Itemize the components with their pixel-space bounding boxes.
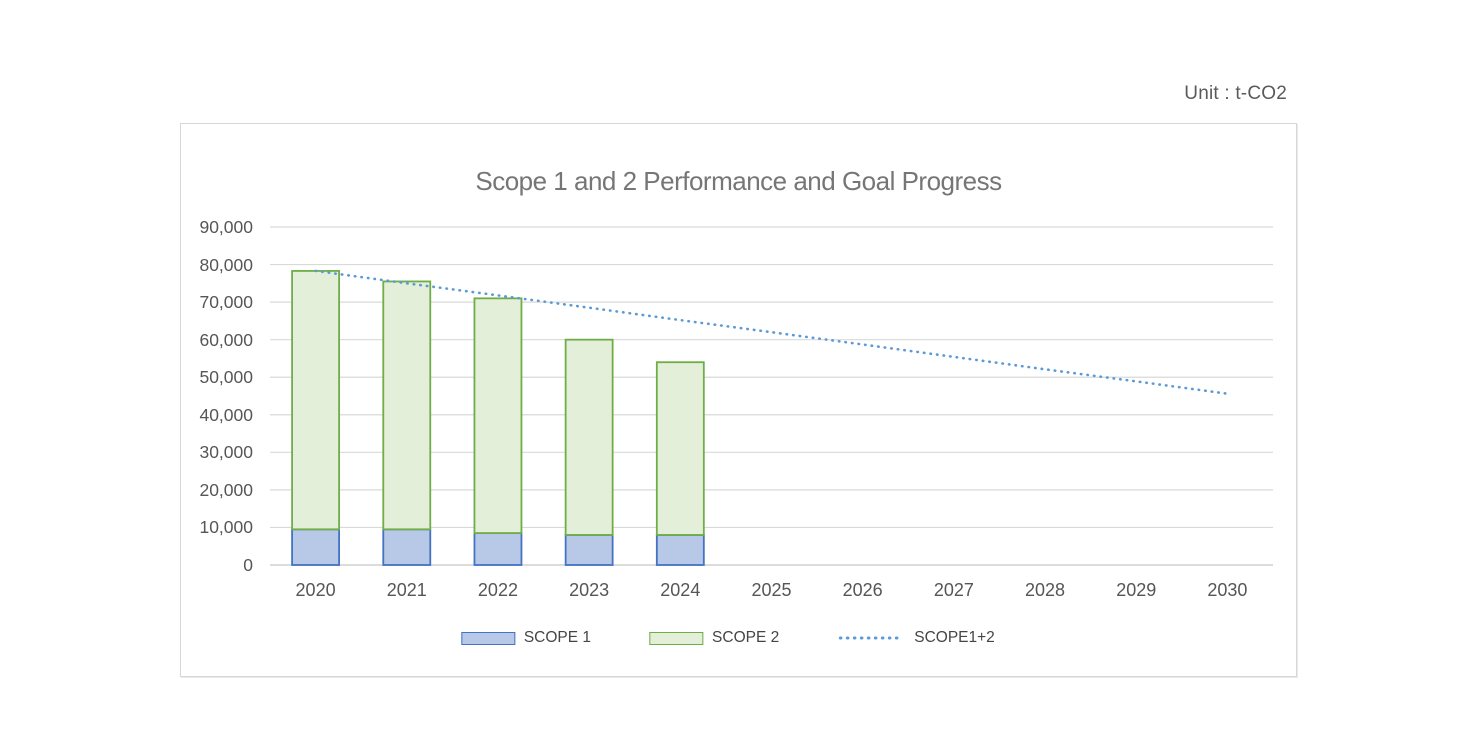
bar-scope1-2024[interactable] <box>655 534 705 566</box>
y-tick-label: 20,000 <box>199 479 253 500</box>
bar-scope2-2023[interactable] <box>564 338 614 536</box>
x-tick-label: 2022 <box>477 580 518 600</box>
x-tick-label: 2025 <box>751 580 792 600</box>
legend-item-scope1plus2[interactable]: SCOPE1+2 <box>837 629 995 647</box>
y-tick-label: 40,000 <box>199 404 253 425</box>
x-tick-label: 2024 <box>660 580 701 600</box>
y-tick-label: 70,000 <box>199 292 253 313</box>
bar-scope1-2022[interactable] <box>473 532 523 566</box>
chart-legend: SCOPE 1 SCOPE 2 SCOPE1+2 <box>460 629 995 647</box>
y-tick-label: 80,000 <box>199 254 253 275</box>
x-tick-label: 2029 <box>1116 580 1157 600</box>
goal-line-scope1plus2[interactable] <box>314 269 1229 396</box>
y-tick-label: 50,000 <box>199 367 253 388</box>
scope2-swatch-icon <box>649 631 704 645</box>
scope1-swatch-icon <box>460 631 515 645</box>
bar-scope1-2023[interactable] <box>564 534 614 566</box>
legend-item-scope1[interactable]: SCOPE 1 <box>460 629 592 647</box>
legend-label-scope1plus2: SCOPE1+2 <box>914 629 995 646</box>
chart-title: Scope 1 and 2 Performance and Goal Progr… <box>475 166 1002 196</box>
legend-label-scope2: SCOPE 2 <box>712 629 780 646</box>
bar-scope2-2022[interactable] <box>473 297 523 534</box>
legend-label-scope1: SCOPE 1 <box>523 629 592 646</box>
x-tick-label: 2020 <box>295 580 336 600</box>
y-tick-label: 60,000 <box>199 329 253 350</box>
dotted-line-swatch-icon <box>838 636 904 640</box>
bar-scope2-2020[interactable] <box>291 270 340 531</box>
legend-item-scope2[interactable]: SCOPE 2 <box>649 629 779 647</box>
bar-scope1-2020[interactable] <box>291 528 340 566</box>
bar-scope2-2024[interactable] <box>655 361 705 536</box>
x-tick-label: 2028 <box>1025 580 1066 600</box>
y-tick-label: 10,000 <box>199 517 253 538</box>
y-tick-label: 90,000 <box>199 217 253 237</box>
y-tick-label: 30,000 <box>199 442 253 463</box>
x-tick-label: 2026 <box>842 580 883 600</box>
x-tick-label: 2027 <box>933 580 974 600</box>
bar-scope1-2021[interactable] <box>382 528 432 566</box>
bar-scope2-2021[interactable] <box>382 280 432 531</box>
x-tick-label: 2030 <box>1207 580 1248 600</box>
y-tick-label: 0 <box>243 555 253 575</box>
unit-label: Unit : t-CO2 <box>1184 83 1287 104</box>
x-tick-label: 2023 <box>569 580 610 600</box>
x-tick-label: 2021 <box>386 580 427 600</box>
chart-frame[interactable]: Scope 1 and 2 Performance and Goal Progr… <box>180 123 1297 677</box>
plot-area <box>270 226 1273 566</box>
